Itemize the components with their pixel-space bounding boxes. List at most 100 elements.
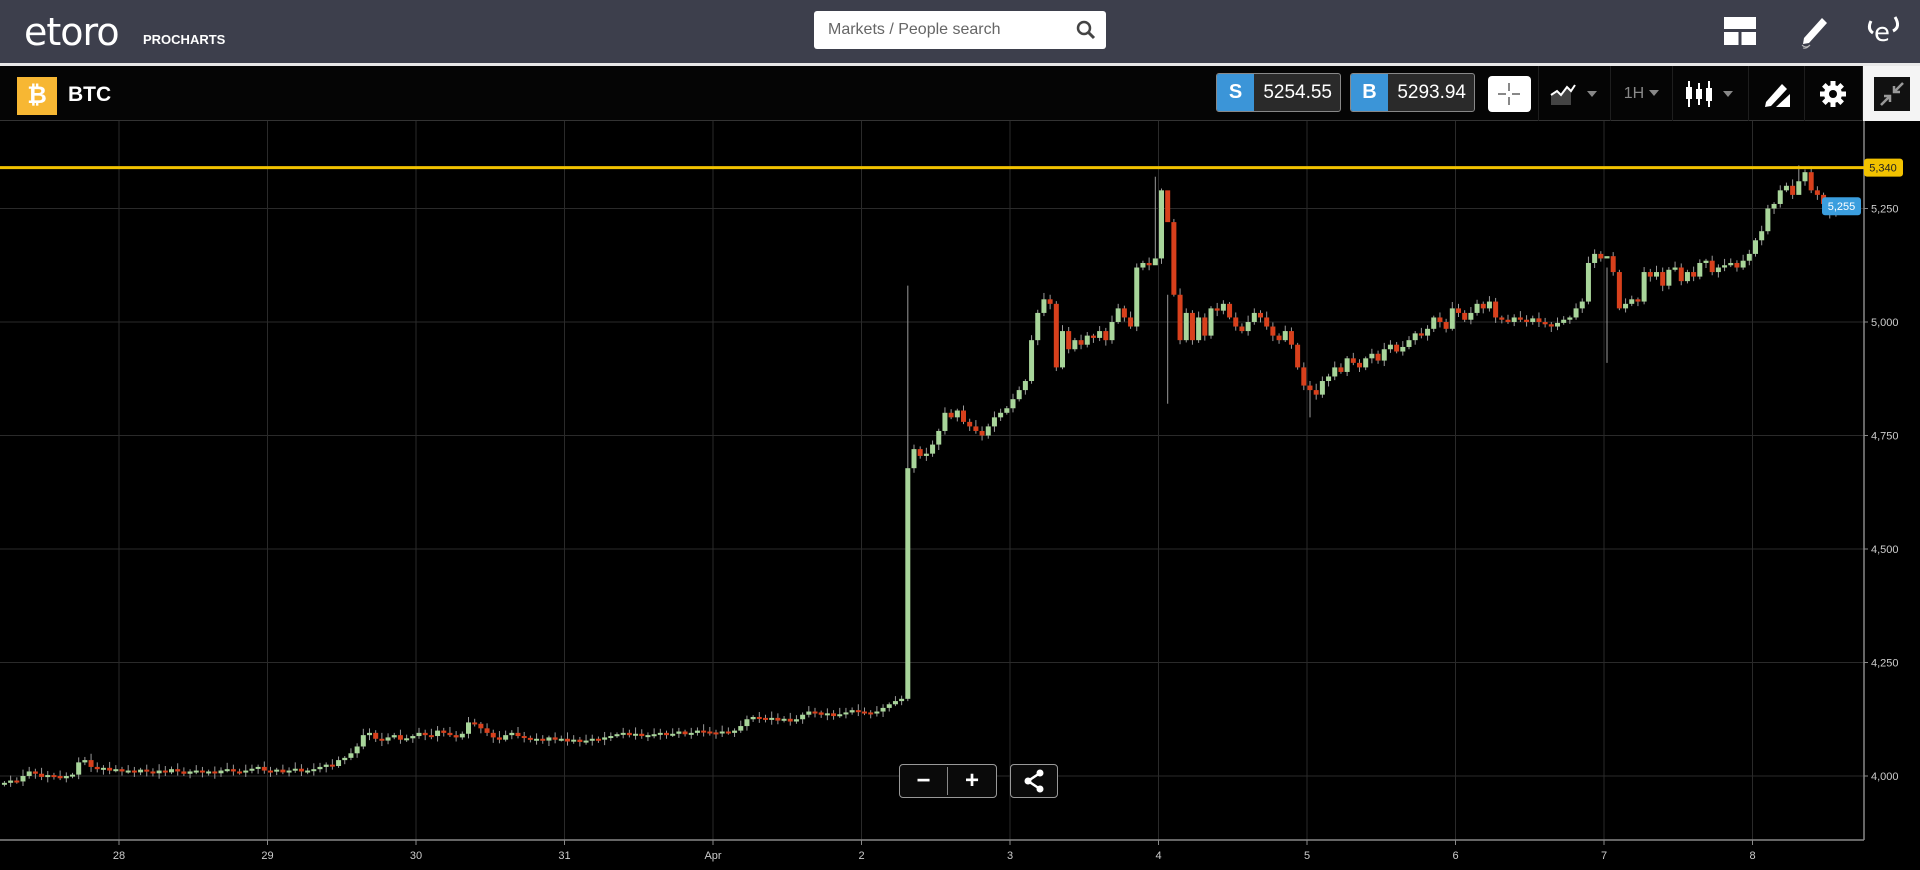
candle-body [1189, 312, 1195, 341]
candle-body [57, 776, 63, 779]
candle-body [255, 766, 261, 769]
drawing-tools-button[interactable] [1748, 66, 1804, 121]
candle-body [905, 468, 911, 699]
candle-body [1412, 333, 1418, 341]
collapse-button[interactable] [1862, 66, 1920, 121]
candle-body [942, 412, 948, 431]
candle-body [1295, 344, 1301, 368]
candle-body [1381, 349, 1387, 361]
candle-body [1227, 303, 1233, 318]
candle-body [688, 732, 694, 735]
candle-body [719, 731, 725, 734]
candle-body [1666, 269, 1672, 286]
candle-body [1592, 253, 1598, 263]
candle-body [979, 430, 985, 436]
search-icon[interactable] [1074, 18, 1098, 42]
x-tick-label: 31 [558, 850, 570, 862]
candle-body [515, 732, 521, 737]
candle-body [899, 698, 905, 702]
candle-body [317, 766, 323, 770]
candle-body [1740, 260, 1746, 268]
gear-icon [1819, 80, 1846, 107]
y-tick-label: 4,500 [1871, 544, 1899, 556]
candle-body [280, 769, 286, 773]
candle-body [1239, 326, 1245, 332]
candle-body [100, 767, 106, 770]
y-tick-label: 5,000 [1871, 317, 1899, 329]
candle-body [181, 771, 187, 774]
candle-body [1276, 335, 1282, 341]
candle-body [490, 732, 496, 738]
candle-body [577, 739, 583, 742]
x-tick-label: Apr [704, 850, 721, 862]
etoro-logo[interactable]: etoro [24, 10, 120, 54]
candle-body [614, 734, 620, 737]
candle-body [206, 771, 212, 774]
candle-body [1555, 322, 1560, 327]
crosshair-button[interactable] [1483, 66, 1535, 121]
candle-body [651, 734, 657, 737]
candle-body [930, 444, 936, 454]
candle-body [571, 739, 577, 742]
zoom-in-button[interactable]: + [965, 767, 980, 794]
sell-button[interactable]: S 5254.55 [1216, 73, 1341, 112]
chart-toolbar: ₿ BTC S 5254.55 B 5293.94 1H [0, 66, 1920, 121]
candle-body [1598, 253, 1604, 259]
candle-body [169, 769, 174, 773]
procharts-label: PROCHARTS [143, 32, 226, 47]
candle-body [1486, 301, 1492, 309]
candle-body [1152, 258, 1158, 266]
chart-type-button[interactable] [1672, 66, 1748, 121]
candle-body [70, 774, 75, 777]
chart-compare-button[interactable] [1538, 66, 1610, 121]
candle-body [862, 711, 867, 714]
candle-body [187, 771, 193, 774]
share-button[interactable] [1010, 764, 1058, 798]
candle-body [1363, 358, 1369, 368]
zoom-out-button[interactable]: − [900, 767, 949, 795]
candle-body [1548, 324, 1554, 327]
layout-icon[interactable] [1721, 12, 1759, 50]
candle-body [1604, 256, 1610, 259]
candle-body [1090, 335, 1096, 338]
timeframe-dropdown[interactable]: 1H [1610, 66, 1672, 121]
instrument-symbol: BTC [68, 83, 112, 106]
candle-body [1765, 208, 1771, 232]
candle-body [565, 738, 570, 742]
candle-body [323, 764, 329, 767]
chevron-down-icon [1649, 89, 1660, 96]
candle-body [125, 770, 131, 773]
candle-body [88, 760, 94, 767]
price-alert-tag [1864, 158, 1903, 177]
buy-button[interactable]: B 5293.94 [1350, 73, 1475, 112]
candle-body [1041, 299, 1047, 313]
candle-body [1777, 190, 1783, 204]
candle-body [1802, 172, 1808, 182]
current-price-label: 5,255 [1828, 201, 1856, 213]
candle-body [459, 733, 465, 738]
candle-body [26, 771, 32, 776]
drawing-tools-icon [1764, 83, 1790, 107]
candle-body [1128, 317, 1134, 327]
candle-body [1790, 185, 1796, 195]
candle-body [1121, 308, 1127, 318]
candle-body [546, 737, 552, 741]
candle-body [1431, 317, 1437, 329]
settings-button[interactable] [1804, 66, 1860, 121]
candle-body [1159, 190, 1164, 259]
svg-text:e: e [1874, 18, 1890, 48]
candle-body [218, 770, 224, 774]
search-input[interactable] [814, 11, 1106, 49]
candle-body [1053, 303, 1059, 368]
candle-body [670, 733, 676, 736]
candle-body [1462, 312, 1468, 320]
candle-body [744, 719, 750, 727]
candle-body [1691, 272, 1697, 277]
etoro-profile-icon[interactable]: e [1864, 12, 1902, 50]
candle-body [39, 773, 45, 777]
candle-body [14, 780, 20, 783]
candle-body [466, 722, 471, 734]
pencil-icon[interactable] [1795, 12, 1833, 50]
candle-body [923, 453, 929, 456]
